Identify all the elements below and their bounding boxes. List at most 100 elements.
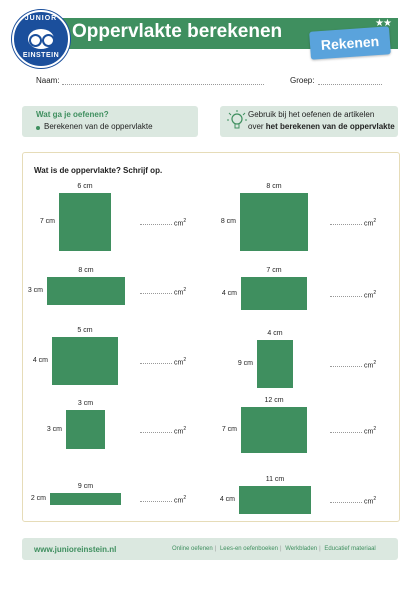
answer-field[interactable]: cm2 [140,357,186,366]
footer-bar [22,538,398,560]
answer-blank[interactable] [330,295,362,297]
area-rectangle [239,486,311,514]
answer-blank[interactable] [330,366,362,368]
height-label: 4 cm [32,357,48,364]
answer-field[interactable]: cm2 [140,426,186,435]
width-label: 4 cm [267,330,283,337]
area-rectangle [66,410,105,449]
answer-field[interactable]: cm2 [330,496,376,505]
unit-label: cm [364,498,374,506]
answer-blank[interactable] [140,293,172,295]
answer-field[interactable]: cm2 [330,360,376,369]
unit-exponent: 2 [373,496,377,502]
name-label: Naam: [36,76,60,85]
tip-text: Gebruik bij het oefenen de artikelen ove… [248,109,395,133]
tip-line-1: Gebruik bij het oefenen de artikelen [248,110,375,119]
area-rectangle [240,193,308,251]
answer-blank[interactable] [140,431,172,433]
footer-link[interactable]: Werkbladen [285,546,318,552]
answer-field[interactable]: cm2 [140,287,186,296]
width-label: 9 cm [77,483,94,490]
area-rectangle [241,277,307,310]
unit-label: cm [364,220,374,228]
unit-exponent: 2 [183,357,187,363]
area-rectangle [47,277,125,305]
width-label: 8 cm [266,183,282,190]
unit-exponent: 2 [183,287,187,293]
page-title: Oppervlakte berekenen [72,21,283,42]
answer-blank[interactable] [330,432,362,434]
answer-field[interactable]: cm2 [330,218,376,227]
junior-einstein-logo: JUNIOR EINSTEIN [12,10,70,68]
width-label: 3 cm [77,400,94,407]
unit-label: cm [174,497,184,505]
group-label: Groep: [290,76,315,85]
unit-label: cm [364,291,374,299]
exercise-area [22,152,400,522]
height-label: 7 cm [39,218,55,225]
footer-url-link[interactable]: www.junioreinstein.nl [34,545,117,554]
name-field[interactable] [62,84,264,85]
answer-field[interactable]: cm2 [330,426,376,435]
unit-label: cm [364,428,374,436]
practice-title: Wat ga je oefenen? [36,110,109,119]
unit-exponent: 2 [373,426,377,432]
answer-blank[interactable] [330,224,362,226]
lightbulb-icon [227,110,247,129]
answer-blank[interactable] [140,363,172,365]
exercise-question: Wat is de oppervlakte? Schrijf op. [34,166,163,175]
height-label: 4 cm [221,289,237,297]
practice-box [22,106,198,137]
footer-link[interactable]: Lees-en oefenboeken [219,546,278,552]
subject-badge: Rekenen [309,26,391,60]
unit-exponent: 2 [373,289,377,296]
height-label: 2 cm [30,495,46,502]
width-label: 8 cm [78,267,94,274]
area-rectangle [257,340,293,388]
height-label: 7 cm [221,426,237,433]
footer-link[interactable]: Educatief materiaal [324,546,376,552]
answer-field[interactable]: cm2 [140,218,186,227]
footer-links: Online oefenen | Lees-en oefenboeken | Wer… [172,546,376,552]
logo-eye-icon [42,34,55,47]
tip-link[interactable]: het berekenen van de oppervlakte [265,122,395,131]
unit-label: cm [174,427,184,435]
area-rectangle [52,337,118,385]
tip-line-2-prefix: over [248,122,264,131]
answer-blank[interactable] [140,501,172,503]
bullet-icon [36,126,40,130]
height-label: 3 cm [46,425,62,433]
width-label: 5 cm [77,327,93,334]
tip-box [220,106,398,137]
group-field[interactable] [318,84,382,85]
width-label: 11 cm [265,476,285,483]
width-label: 7 cm [266,267,282,274]
logo-text-bottom: EINSTEIN [22,52,60,59]
width-label: 12 cm [264,397,284,404]
practice-item: Berekenen van de oppervlakte [44,122,153,131]
answer-blank[interactable] [330,502,362,504]
unit-label: cm [174,220,184,228]
area-rectangle [241,407,307,453]
width-label: 6 cm [77,183,93,190]
answer-field[interactable]: cm2 [140,495,186,504]
unit-label: cm [174,289,184,297]
footer-link[interactable]: Online oefenen [172,546,213,552]
answer-blank[interactable] [140,224,172,226]
unit-label: cm [174,359,184,367]
unit-label: cm [364,362,374,370]
answer-field[interactable]: cm2 [330,290,376,299]
height-label: 3 cm [27,287,43,294]
area-rectangle [50,493,121,505]
logo-text-top: JUNIOR [24,15,58,22]
unit-exponent: 2 [373,360,377,366]
unit-exponent: 2 [183,495,187,501]
height-label: 8 cm [220,218,236,225]
logo-eye-icon [29,34,42,47]
height-label: 4 cm [219,496,235,503]
area-rectangle [59,193,111,251]
unit-exponent: 2 [183,425,187,432]
height-label: 9 cm [237,360,253,367]
difficulty-stars-icon: ★★ [375,18,392,29]
unit-exponent: 2 [183,218,187,224]
